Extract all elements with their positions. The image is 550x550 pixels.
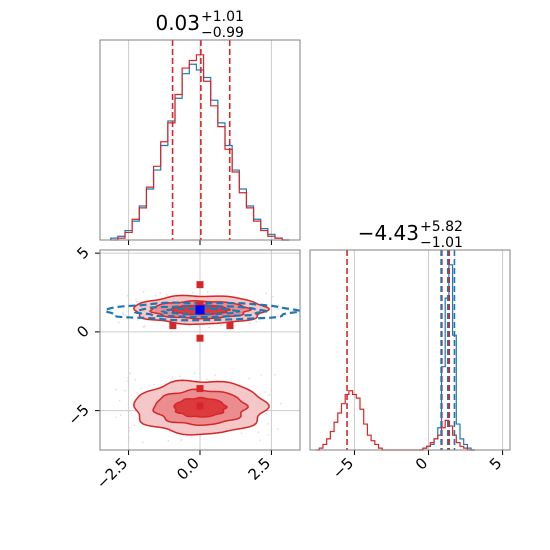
hist-y-series-red [315,390,475,451]
scatter-xy-sample-point [127,380,129,383]
scatter-xy-sample-point [115,388,117,391]
hist-y-title-median: −4.43 [358,221,419,245]
scatter-xy-sample-point [142,291,145,293]
scatter-xy-sample-point [265,292,267,295]
scatter-xy-sample-point [133,424,136,427]
scatter-xy-sample-point [248,322,251,325]
scatter-xy-sample-point [128,430,131,432]
hist-x-title-minus: −0.99 [201,25,244,41]
scatter-xy-sample-point [136,319,139,321]
scatter-xy-sample-point [208,326,211,329]
scatter-xy-marker-red-3 [169,322,177,330]
scatter-xy-sample-point [248,377,250,380]
scatter-xy-sample-point [142,325,145,328]
scatter-xy-marker-red-5 [226,322,234,330]
scatter-xy-sample-point [276,428,279,431]
scatter-xy-sample-point [180,439,183,441]
scatter-xy-sample-point [126,294,129,297]
scatter-xy-sample-point [171,376,174,379]
scatter-xy-marker-red-6 [196,385,204,393]
scatter-xy-sample-point [193,372,196,375]
scatter-xy-sample-point [240,432,243,435]
hist-x-title-median: 0.03 [155,11,200,35]
scatter-xy-sample-point [154,294,157,297]
scatter-xy-sample-point [122,313,125,316]
hist-x-title-plus: +1.01 [201,9,244,25]
scatter-xy-sample-point [255,320,258,323]
scatter-xy-sample-point [205,378,208,381]
scatter-xy-sample-point [167,439,170,442]
scatter-xy-sample-point [272,295,274,298]
hist-x-title: 0.03 [155,11,200,35]
scatter-xy-sample-point [267,434,270,436]
hist-x-panel [99,39,301,245]
scatter-xy-sample-point [260,373,263,376]
scatter-xy-sample-point [136,300,139,303]
hist-y-xtick-label-1: 0 [412,454,431,473]
scatter-xy-panel: −2.5 0.0 2.5 −5 0 5 [64,243,301,493]
scatter-xy-sample-point [220,324,223,326]
scatter-xy-sample-point [266,422,269,425]
scatter-xy-marker-red-7 [196,402,204,410]
scatter-xy-sample-point [139,387,142,390]
scatter-xy-sample-point [268,394,271,396]
scatter-xy-sample-point [124,314,127,317]
scatter-xy-ytick-label-1: 0 [73,322,92,341]
scatter-xy-sample-point [159,292,162,294]
scatter-xy-sample-point [277,304,280,307]
scatter-xy-xtick-label-0: −2.5 [93,454,131,492]
scatter-xy-sample-point [127,376,130,379]
scatter-xy-sample-point [114,416,117,419]
scatter-xy-marker-red-0 [196,281,204,289]
scatter-xy-xtick-label-2: 2.5 [245,454,275,484]
scatter-xy-sample-point [128,426,131,429]
scatter-xy-sample-point [127,439,130,442]
scatter-xy-contour-blue-2-2 [160,307,241,316]
scatter-xy-sample-point [178,375,181,378]
hist-y-xtick-label-2: 5 [486,454,505,473]
hist-y-title-minus: −1.01 [420,235,463,251]
scatter-xy-sample-point [264,391,267,393]
scatter-xy-sample-point [134,378,137,381]
hist-y-title-plus: +5.82 [420,219,463,235]
scatter-xy-sample-point [119,414,122,417]
hist-x-series-red [110,54,290,241]
scatter-xy-sample-point [136,392,139,394]
scatter-xy-frame [99,249,301,451]
scatter-xy-sample-point [124,389,126,392]
scatter-xy-sample-point [117,321,120,324]
scatter-xy-sample-point [191,291,194,294]
scatter-xy-sample-point [118,399,121,402]
scatter-xy-sample-point [259,439,261,442]
scatter-xy-sample-point [257,431,260,434]
scatter-xy-marker-red-4 [196,334,204,342]
scatter-xy-ytick-label-0: −5 [64,401,92,429]
hist-y-xtick-label-0: −5 [329,454,357,482]
scatter-xy-sample-point [277,308,280,311]
scatter-xy-marker-marker-0 [195,305,205,315]
scatter-xy-sample-point [265,412,267,415]
scatter-xy-contour-blue-2-1 [133,304,268,319]
scatter-xy-sample-point [274,373,276,376]
hist-y-frame [309,249,511,451]
scatter-xy-sample-point [165,293,168,296]
scatter-xy-ytick-label-2: 5 [73,243,92,262]
scatter-xy-sample-point [276,315,279,318]
hist-y-panel: −5 0 5 [309,249,511,482]
scatter-xy-xtick-label-1: 0.0 [173,454,203,484]
scatter-xy-sample-point [128,372,131,375]
hist-x-frame [99,39,301,241]
scatter-xy-sample-point [214,374,216,377]
hist-y-title: −4.43 [358,221,419,245]
scatter-xy-sample-point [198,325,200,328]
scatter-xy-sample-point [121,312,124,314]
scatter-xy-sample-point [279,402,282,405]
scatter-xy-sample-point [206,290,209,293]
scatter-xy-sample-point [127,436,130,439]
scatter-xy-sample-point [152,383,155,386]
scatter-xy-sample-point [141,441,144,444]
scatter-xy-sample-point [135,298,137,300]
